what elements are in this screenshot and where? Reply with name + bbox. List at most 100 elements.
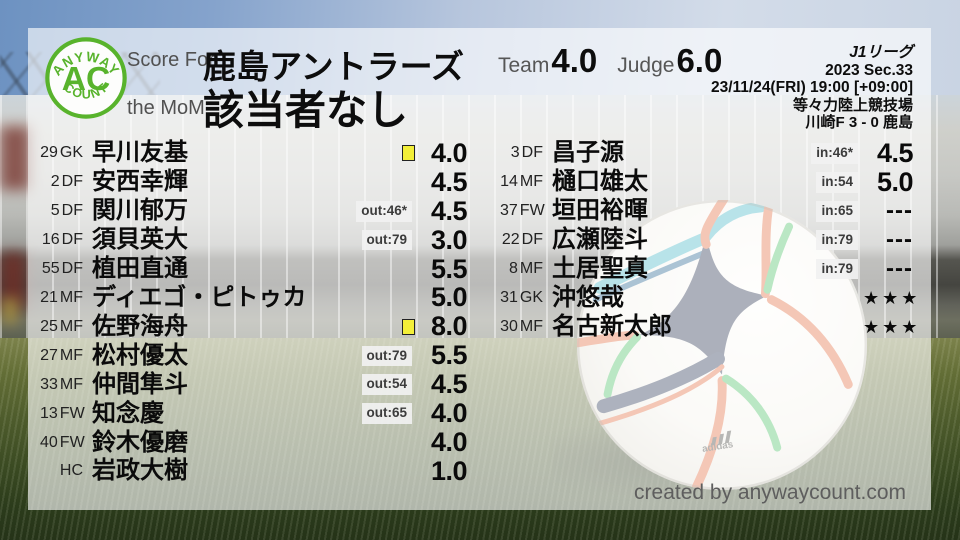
player-position: GK [59,144,83,162]
player-number-position: 37 FW [500,202,545,220]
player-name: 沖悠哉 [552,283,624,311]
player-number: 27 [40,346,58,364]
sub-time-badge: out:46* [356,200,412,222]
sub-time-badge: in:79 [816,258,858,280]
player-score: 4.0 [430,427,468,458]
player-position: DF [61,260,83,278]
logo-circle [45,37,127,119]
player-position: MF [519,317,543,335]
player-number-position: 31 GK [500,289,543,307]
sub-time-badge: out:79 [361,345,412,367]
score-for-label: Score For [127,49,215,71]
player-row: 14 MF 樋口雄太 in:54 5.0 [500,168,913,197]
player-score: 4.0 [430,137,468,168]
player-position: DF [521,144,543,162]
player-score: 4.5 [430,166,468,197]
player-number-position: 16 DF [40,231,83,249]
player-number-position: HC [40,462,83,480]
player-position: DF [61,173,83,191]
player-score: 5.0 [430,282,468,313]
player-name: 土居聖真 [552,255,648,283]
player-score: --- [886,255,913,283]
player-number-position: 13 FW [40,404,85,423]
sub-time-badge: in:79 [816,229,858,251]
judge-score-label: Judge [617,54,675,77]
player-number: 55 [41,260,60,278]
player-number: 8 [508,260,518,278]
player-number-position: 2 DF [40,173,83,191]
player-row: HC 岩政大樹 1.0 [40,455,468,486]
player-name: 佐野海舟 [92,312,188,340]
player-number: 21 [40,288,58,306]
player-number-position: 33 MF [40,376,83,394]
player-row: 3 DF 昌子源 in:46* 4.5 [500,137,914,168]
sub-time-badge: out:79 [361,229,412,251]
player-row: 27 MF 松村優太 out:79 5.5 [40,341,467,370]
player-score: 5.5 [430,340,468,371]
player-position: MF [59,375,83,393]
player-name: 須貝英大 [92,226,188,254]
player-list-starting: 29 GK 早川友基 4.0 2 DF 安西幸輝 4.5 5 DF 関川郁万 out:46* 4.5 16… [40,139,468,486]
player-name: 植田直通 [92,255,188,283]
player-name: 名古新太郎 [552,312,672,340]
player-number-position: 3 DF [500,144,543,162]
player-number: 31 [500,288,518,306]
player-number: 29 [40,144,58,162]
player-row: 21 MF ディエゴ・ピトゥカ 5.0 [40,284,467,313]
player-score: 1.0 [430,455,468,486]
kickoff-datetime: 23/11/24(FRI) 19:00 [+09:00] [710,79,913,96]
player-score: 4.5 [876,137,914,168]
season-section: 2023 Sec.33 [825,61,913,79]
player-row: 31 GK 沖悠哉 ★★★ [500,283,921,313]
player-row: 13 FW 知念慶 out:65 4.0 [40,398,468,429]
white-overlay-panel [28,28,931,510]
player-number: 14 [500,173,518,191]
anywaycount-logo: ANYWAY AC COUNT [45,37,127,119]
team-judge-scores: Team 4.0 Judge 6.0 [498,42,722,80]
player-number: 30 [500,317,518,335]
sub-time-badge: out:54 [361,374,412,395]
player-name: 早川友基 [92,139,188,167]
logo-center-text: AC [62,61,111,98]
player-number: 5 [50,202,60,220]
judge-score-value: 6.0 [676,42,723,79]
stand-yellow-detail [2,298,18,324]
player-score: ★★★ [863,316,921,337]
sub-time-badge: in:65 [816,200,858,222]
player-row: 37 FW 垣田裕暉 in:65 --- [500,197,913,226]
player-position: FW [519,202,545,220]
mom-value: 該当者なし [203,87,408,133]
player-row: 5 DF 関川郁万 out:46* 4.5 [40,197,468,226]
player-score: 5.0 [876,166,914,197]
player-row: 22 DF 広瀬陸斗 in:79 --- [500,226,913,255]
player-number: 2 [50,173,60,191]
player-number-position: 8 MF [500,260,543,278]
player-number-position: 25 MF [40,318,83,336]
player-row: 55 DF 植田直通 5.5 [40,255,468,284]
player-row: 25 MF 佐野海舟 8.0 [40,312,467,341]
league-name: J1リーグ [849,44,913,61]
player-score: 4.0 [430,398,468,429]
player-name: 知念慶 [92,399,164,427]
player-list-subs: 3 DF 昌子源 in:46* 4.5 14 MF 樋口雄太 in:54 5.0 37 FW 垣田裕暉 i… [500,137,921,341]
player-score: ★★★ [863,287,921,308]
player-position: HC [59,462,83,480]
venue: 等々力陸上競技場 [792,96,913,114]
player-number-position: 27 MF [40,347,83,365]
sub-time-badge: in:54 [816,172,858,193]
player-position: MF [59,346,83,364]
player-position: FW [59,433,85,451]
player-name: 関川郁万 [92,197,188,225]
player-row: 29 GK 早川友基 4.0 [40,139,467,168]
player-number-position: 5 DF [40,202,83,220]
player-position: MF [519,173,543,191]
player-name: 仲間隼斗 [92,370,188,398]
yellow-card-icon [402,318,415,335]
player-score: 4.5 [430,369,468,400]
player-number-position: 29 GK [40,144,83,162]
player-position: FW [59,404,85,422]
player-score: 3.0 [430,224,468,255]
svg-text:COUNT: COUNT [61,80,111,102]
player-row: 33 MF 仲間隼斗 out:54 4.5 [40,370,467,399]
